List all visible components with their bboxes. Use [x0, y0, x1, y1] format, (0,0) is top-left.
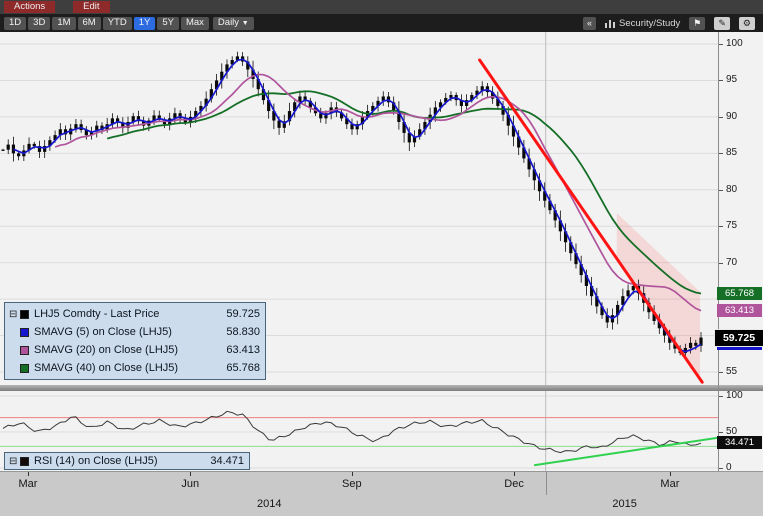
month-label: Jun [181, 478, 199, 490]
price-badge: 59.725 [715, 330, 763, 346]
panel-separator[interactable] [0, 385, 763, 391]
legend-item[interactable]: SMAVG (20) on Close (LHJ5)63.413 [9, 341, 260, 359]
range-6m[interactable]: 6M [78, 17, 101, 30]
legend-swatch [20, 346, 29, 355]
axis-tick [719, 117, 723, 118]
axis-tick [719, 372, 723, 373]
range-ytd[interactable]: YTD [103, 17, 132, 30]
chevron-down-icon: ▼ [242, 20, 249, 27]
range-1y[interactable]: 1Y [134, 17, 156, 30]
menu-bar: Actions Edit [0, 0, 763, 14]
axis-tick [719, 190, 723, 191]
settings-icon[interactable]: ⚙ [739, 17, 755, 30]
axis-tick [719, 44, 723, 45]
security-study-label: Security/Study [619, 18, 680, 29]
legend-value: 65.768 [216, 362, 260, 374]
expander-icon[interactable]: ⊟ [9, 309, 20, 320]
x-axis: Mar Jun Sep Dec Mar 2014 2015 [0, 471, 763, 516]
legend-item[interactable]: SMAVG (5) on Close (LHJ5)58.830 [9, 323, 260, 341]
rsi-badge: 34.471 [717, 436, 762, 449]
annotate-icon[interactable]: ✎ [714, 17, 730, 30]
year-label: 2014 [257, 498, 281, 510]
price-tick-label: 90 [726, 111, 737, 122]
bloomberg-chart-window: Actions Edit 1D3D1M6MYTD1Y5YMax Daily ▼ … [0, 0, 763, 516]
range-5y[interactable]: 5Y [157, 17, 179, 30]
month-tick [670, 472, 671, 476]
price-legend[interactable]: ⊟LHJ5 Comdty - Last Price59.725SMAVG (5)… [4, 302, 266, 380]
rsi-legend-label: RSI (14) on Close (LHJ5) [34, 455, 200, 467]
legend-label: SMAVG (40) on Close (LHJ5) [34, 362, 216, 374]
month-label: Sep [342, 478, 362, 490]
legend-swatch [20, 364, 29, 373]
rsi-legend-value: 34.471 [200, 455, 244, 467]
legend-swatch [20, 328, 29, 337]
axis-tick [719, 396, 723, 397]
toolbar: 1D3D1M6MYTD1Y5YMax Daily ▼ « Security/St… [0, 14, 763, 32]
security-study-button[interactable]: Security/Study [605, 18, 680, 29]
legend-value: 58.830 [216, 326, 260, 338]
expander-icon[interactable]: ⊟ [9, 456, 20, 467]
month-tick [28, 472, 29, 476]
axis-tick [719, 153, 723, 154]
year-divider [546, 472, 547, 495]
month-label: Mar [19, 478, 38, 490]
legend-label: LHJ5 Comdty - Last Price [34, 308, 216, 320]
legend-swatch [20, 457, 29, 466]
month-tick [352, 472, 353, 476]
month-label: Dec [504, 478, 524, 490]
rsi-tick-label: 100 [726, 390, 743, 401]
axis-tick [719, 263, 723, 264]
price-tick-label: 85 [726, 147, 737, 158]
price-badge: 63.413 [717, 304, 762, 317]
range-1m[interactable]: 1M [52, 17, 75, 30]
axis-tick [719, 226, 723, 227]
axis-divider [718, 32, 719, 471]
flag-icon[interactable]: ⚑ [689, 17, 705, 30]
range-1d[interactable]: 1D [4, 17, 26, 30]
toolbar-right: « Security/Study ⚑ ✎ ⚙ [583, 17, 759, 30]
price-tick-label: 100 [726, 38, 743, 49]
legend-value: 63.413 [216, 344, 260, 356]
legend-item[interactable]: ⊟ LHJ5 Comdty - Last Price59.725 [9, 305, 260, 323]
collapse-button[interactable]: « [583, 17, 596, 30]
price-tick-label: 75 [726, 220, 737, 231]
month-label: Mar [660, 478, 679, 490]
range-max[interactable]: Max [181, 17, 209, 30]
price-tick-label: 95 [726, 74, 737, 85]
frequency-dropdown[interactable]: Daily ▼ [213, 17, 254, 30]
menu-edit[interactable]: Edit [73, 1, 109, 13]
axis-tick [719, 432, 723, 433]
range-buttons: 1D3D1M6MYTD1Y5YMax [4, 17, 209, 30]
range-3d[interactable]: 3D [28, 17, 50, 30]
legend-swatch [20, 310, 29, 319]
axis-tick [719, 80, 723, 81]
price-tick-label: 80 [726, 184, 737, 195]
chart-icon [605, 18, 615, 28]
legend-value: 59.725 [216, 308, 260, 320]
axis-tick [719, 468, 723, 469]
month-tick [190, 472, 191, 476]
frequency-label: Daily [218, 17, 239, 28]
rsi-legend[interactable]: ⊟ RSI (14) on Close (LHJ5) 34.471 [4, 452, 250, 470]
legend-item[interactable]: SMAVG (40) on Close (LHJ5)65.768 [9, 359, 260, 377]
year-label: 2015 [612, 498, 636, 510]
price-tick-label: 70 [726, 257, 737, 268]
legend-label: SMAVG (5) on Close (LHJ5) [34, 326, 216, 338]
price-tick-label: 55 [726, 366, 737, 377]
month-tick [514, 472, 515, 476]
legend-label: SMAVG (20) on Close (LHJ5) [34, 344, 216, 356]
menu-actions[interactable]: Actions [4, 1, 55, 13]
price-badge: 65.768 [717, 287, 762, 300]
